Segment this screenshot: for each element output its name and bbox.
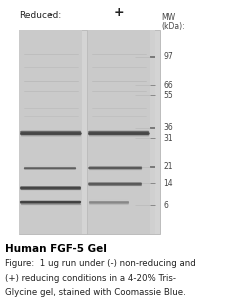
Bar (87, 30, 150, 234)
Text: 31: 31 (163, 134, 173, 142)
Text: 55: 55 (163, 91, 173, 100)
Text: -: - (48, 10, 53, 20)
Text: 97: 97 (163, 52, 173, 61)
Text: Glycine gel, stained with Coomassie Blue.: Glycine gel, stained with Coomassie Blue… (5, 288, 185, 297)
Text: 36: 36 (163, 123, 173, 132)
Text: Human FGF-5 Gel: Human FGF-5 Gel (5, 244, 107, 254)
Text: 21: 21 (163, 162, 173, 171)
Text: Figure:  1 ug run under (-) non-reducing and: Figure: 1 ug run under (-) non-reducing … (5, 260, 196, 268)
Bar (150, 30, 155, 234)
Bar (19, 30, 82, 234)
Text: 66: 66 (163, 81, 173, 90)
Text: Reduced:: Reduced: (19, 11, 61, 20)
Text: MW: MW (161, 13, 175, 22)
Text: (+) reducing conditions in a 4-20% Tris-: (+) reducing conditions in a 4-20% Tris- (5, 274, 176, 283)
Text: 14: 14 (163, 178, 173, 188)
Text: (kDa):: (kDa): (161, 22, 185, 32)
Text: +: + (113, 7, 124, 20)
Bar (19, 30, 160, 234)
Text: 6: 6 (163, 201, 168, 210)
